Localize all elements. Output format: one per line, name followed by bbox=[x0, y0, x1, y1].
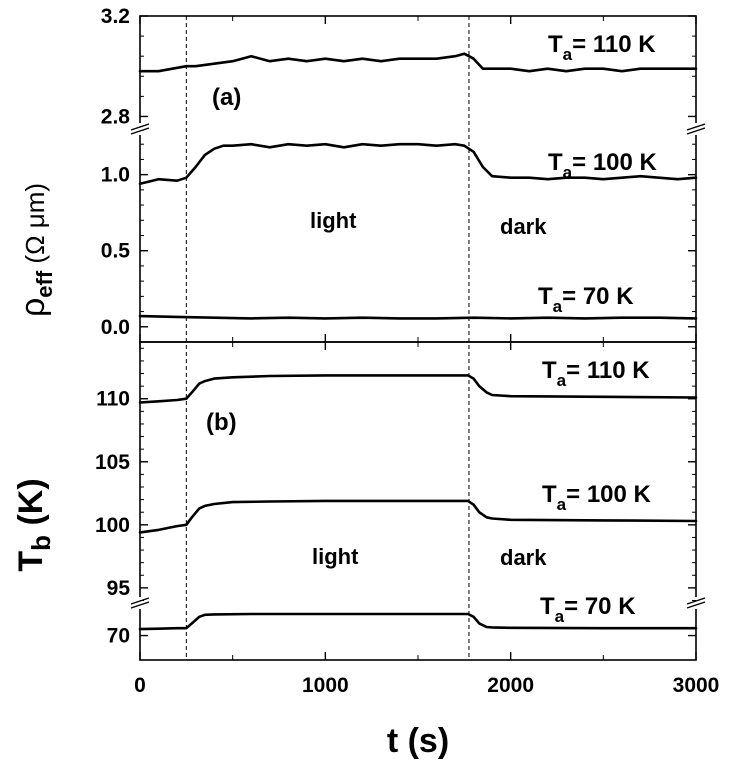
series-label: Ta= 70 K bbox=[540, 593, 636, 626]
y-tick-label: 70 bbox=[107, 625, 130, 648]
series-label: Ta= 110 K bbox=[542, 357, 650, 390]
series-lines bbox=[138, 52, 698, 631]
y-tick-label: 1.0 bbox=[101, 164, 130, 187]
y-axis-title-b: Tb (K) bbox=[12, 478, 56, 571]
y-tick-label: 2.8 bbox=[101, 105, 131, 128]
x-tick-label: 2000 bbox=[487, 674, 534, 697]
axis-break-mark bbox=[130, 123, 150, 131]
series-line-b-2 bbox=[138, 612, 698, 631]
y-tick-label: 3.2 bbox=[101, 5, 130, 28]
annotation-dark: dark bbox=[500, 545, 547, 570]
series-line-a-1 bbox=[138, 142, 698, 186]
axis-ticks bbox=[139, 15, 697, 660]
y-tick-label: 105 bbox=[95, 451, 130, 474]
series-line-a-2 bbox=[138, 314, 698, 320]
x-axis-title: t (s) bbox=[387, 722, 449, 760]
axis-break-mark bbox=[130, 127, 150, 135]
y-tick-label: 110 bbox=[96, 388, 130, 411]
y-tick-label: 0.5 bbox=[101, 240, 131, 263]
annotation-light: light bbox=[310, 208, 357, 233]
panel-label: (b) bbox=[206, 409, 237, 436]
annotation-light: light bbox=[312, 544, 359, 569]
x-tick-label: 0 bbox=[134, 674, 146, 697]
series-label: Ta= 100 K bbox=[542, 481, 652, 514]
axis-break-mark bbox=[130, 597, 150, 605]
series-line-b-1 bbox=[138, 499, 698, 534]
axis-break-mark bbox=[686, 123, 706, 131]
series-line-b-0 bbox=[138, 374, 698, 404]
panel-label: (a) bbox=[212, 84, 241, 111]
series-label: Ta= 100 K bbox=[548, 149, 658, 182]
x-tick-label: 3000 bbox=[673, 674, 720, 697]
y-tick-label: 95 bbox=[107, 577, 131, 600]
x-tick-label: 1000 bbox=[302, 674, 349, 697]
y-tick-label: 0.0 bbox=[101, 316, 130, 339]
event-markers bbox=[185, 16, 470, 660]
y-tick-label: 100 bbox=[95, 514, 130, 537]
axis-break-mark bbox=[686, 601, 706, 609]
text-labels: 2.8 3.2 0.0 0.5 1.0 95 100 105 110 70 0 1000 2000 300… bbox=[12, 5, 719, 760]
series-label: Ta= 110 K bbox=[548, 31, 656, 64]
axis-break-mark bbox=[130, 601, 150, 609]
axis-break-mark bbox=[686, 127, 706, 135]
axis-break-mark bbox=[686, 597, 706, 605]
series-line-a-0 bbox=[138, 52, 698, 73]
annotation-dark: dark bbox=[500, 214, 547, 239]
series-label: Ta= 70 K bbox=[538, 283, 634, 316]
y-axis-title-a: ρeff (Ω μm) bbox=[14, 183, 57, 317]
